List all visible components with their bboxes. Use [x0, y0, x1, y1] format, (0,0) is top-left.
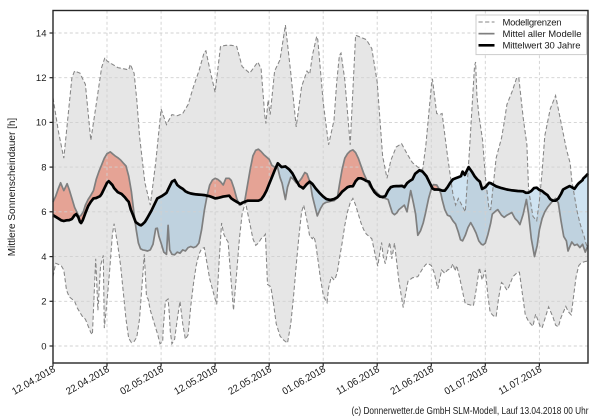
- svg-text:8: 8: [41, 162, 46, 173]
- svg-text:Mittelwert 30 Jahre: Mittelwert 30 Jahre: [503, 41, 581, 52]
- svg-text:0: 0: [41, 341, 46, 352]
- svg-text:12: 12: [36, 73, 47, 84]
- svg-text:14: 14: [36, 28, 47, 39]
- svg-text:10: 10: [36, 118, 47, 129]
- svg-text:6: 6: [41, 207, 46, 218]
- svg-text:2: 2: [41, 297, 46, 308]
- svg-text:(c) Donnerwetter.de GmbH SLM-M: (c) Donnerwetter.de GmbH SLM-Modell, Lau…: [352, 405, 589, 417]
- svg-text:Mittel aller Modelle: Mittel aller Modelle: [503, 29, 582, 40]
- svg-text:Modellgrenzen: Modellgrenzen: [503, 17, 562, 28]
- svg-text:4: 4: [41, 252, 46, 263]
- svg-text:Mittlere Sonnenscheindauer [h]: Mittlere Sonnenscheindauer [h]: [7, 118, 18, 257]
